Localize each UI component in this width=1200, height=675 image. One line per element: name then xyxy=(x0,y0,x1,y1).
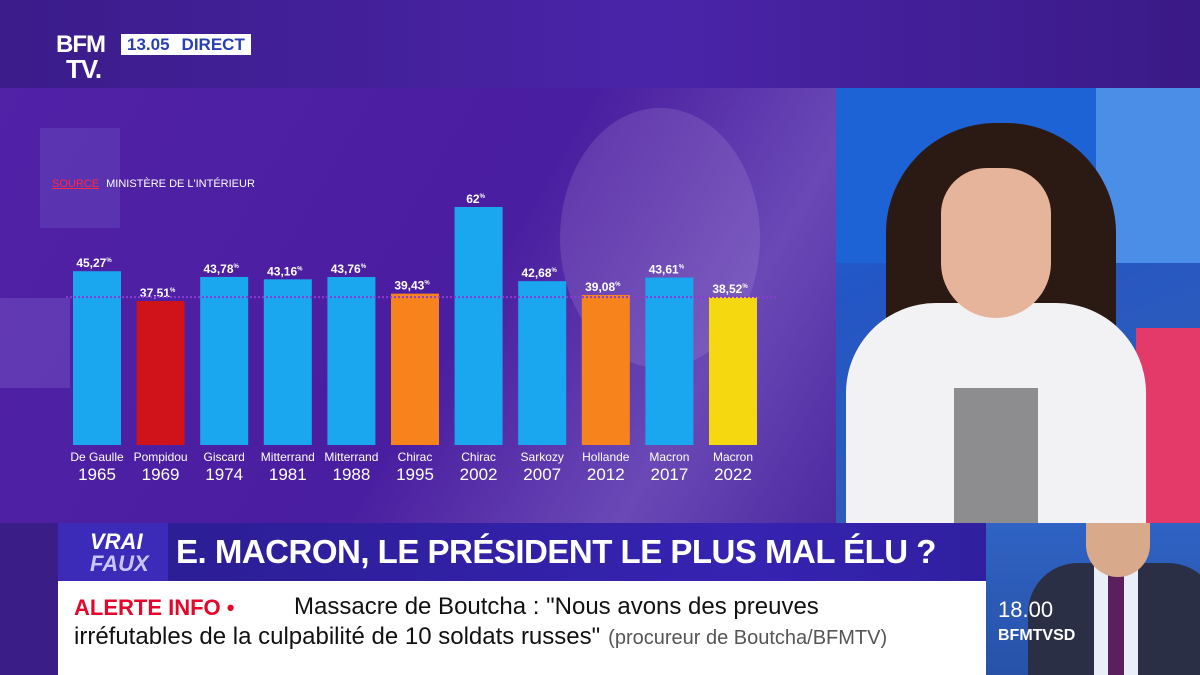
studio-presenter xyxy=(836,88,1200,523)
badge-line1: VRAI xyxy=(90,529,143,554)
category-name-label: Mitterrand xyxy=(324,450,378,464)
guest-tie xyxy=(1108,573,1124,675)
chart-bar xyxy=(73,271,121,445)
next-show-inset: 18.00 BFMTVSD xyxy=(986,523,1200,675)
chart-bar xyxy=(327,277,376,445)
bar-chart: 45,27%De Gaulle196537,51%Pompidou196943,… xyxy=(66,192,778,484)
category-name-label: Hollande xyxy=(582,450,630,464)
alert-text-line1: Massacre de Boutcha : "Nous avons des pr… xyxy=(294,593,819,620)
presenter-face xyxy=(941,168,1051,318)
bar-value-label: 43,76% xyxy=(331,262,367,276)
top-bar: BFM TV. 13.05 DIRECT xyxy=(0,0,1200,88)
category-year-label: 1969 xyxy=(142,465,180,484)
category-name-label: Macron xyxy=(713,450,753,464)
studio-panel xyxy=(1136,328,1200,523)
bar-value-label: 38,52% xyxy=(712,282,748,296)
category-name-label: Mitterrand xyxy=(261,450,315,464)
clock-badge: 13.05 DIRECT xyxy=(121,34,251,55)
chart-bar xyxy=(454,207,503,445)
bar-value-label: 43,61% xyxy=(649,263,685,277)
category-year-label: 2002 xyxy=(460,465,498,484)
bar-value-label: 43,78% xyxy=(204,262,240,276)
live-label: DIRECT xyxy=(181,35,245,54)
category-year-label: 1988 xyxy=(332,465,370,484)
category-name-label: Chirac xyxy=(461,450,496,464)
news-ticker: ALERTE INFO • Massacre de Boutcha : "Nou… xyxy=(58,581,986,675)
presenter-top xyxy=(954,388,1038,523)
category-year-label: 2012 xyxy=(587,465,625,484)
bar-value-label: 39,08% xyxy=(585,280,621,294)
chart-bar xyxy=(709,297,757,445)
vrai-faux-badge: VRAI FAUX xyxy=(58,523,168,581)
alert-text-line2-content: irréfutables de la culpabilité de 10 sol… xyxy=(74,623,601,650)
category-year-label: 1965 xyxy=(78,465,116,484)
chart-bar xyxy=(518,281,567,445)
chart-bar xyxy=(200,276,249,445)
category-year-label: 1981 xyxy=(269,465,307,484)
category-name-label: Chirac xyxy=(398,450,433,464)
background-decoration xyxy=(40,128,120,228)
background-decoration xyxy=(0,298,70,388)
chart-bar xyxy=(263,279,312,445)
logo-top-text: BFM xyxy=(56,31,106,58)
category-year-label: 2007 xyxy=(523,465,561,484)
category-year-label: 2017 xyxy=(650,465,688,484)
chart-bar xyxy=(581,294,630,445)
bar-value-label: 45,27% xyxy=(76,256,112,270)
source-label: SOURCE xyxy=(52,178,100,190)
alert-label: ALERTE INFO • xyxy=(74,595,235,620)
category-name-label: Pompidou xyxy=(134,450,188,464)
category-name-label: Macron xyxy=(649,450,689,464)
chart-bar xyxy=(391,293,439,445)
category-year-label: 2022 xyxy=(714,465,752,484)
bar-value-label: 62% xyxy=(466,192,485,206)
bfmtv-logo: BFM TV. xyxy=(56,32,116,84)
chart-panel: SOURCE MINISTÈRE DE L'INTÉRIEUR 45,27% De… xyxy=(0,88,836,523)
alert-source: (procureur de Boutcha/BFMTV) xyxy=(608,627,888,649)
chart-bar xyxy=(136,301,185,445)
headline-banner: VRAI FAUX E. MACRON, LE PRÉSIDENT LE PLU… xyxy=(58,523,1200,581)
badge-line2: FAUX xyxy=(90,551,149,576)
chart-bar xyxy=(645,277,694,445)
bar-value-label: 39,43% xyxy=(394,279,430,293)
source-text: MINISTÈRE DE L'INTÉRIEUR xyxy=(106,178,255,190)
bar-value-label: 42,68% xyxy=(522,266,558,280)
category-name-label: Sarkozy xyxy=(521,450,564,464)
bar-value-label: 43,16% xyxy=(267,264,303,278)
alert-text-line2: irréfutables de la culpabilité de 10 sol… xyxy=(74,623,887,651)
category-year-label: 1995 xyxy=(396,465,434,484)
next-show-name: BFMTVSD xyxy=(998,627,1076,644)
next-show-time: 18.00 xyxy=(998,597,1054,622)
guest-head xyxy=(1086,523,1150,577)
logo-bottom-text: TV. xyxy=(66,54,102,84)
category-year-label: 1974 xyxy=(205,465,243,484)
category-name-label: De Gaulle xyxy=(70,450,124,464)
clock-time: 13.05 xyxy=(127,35,170,54)
chart-source: SOURCE MINISTÈRE DE L'INTÉRIEUR xyxy=(52,178,255,190)
category-name-label: Giscard xyxy=(204,450,245,464)
headline-text: E. MACRON, LE PRÉSIDENT LE PLUS MAL ÉLU … xyxy=(176,533,936,570)
